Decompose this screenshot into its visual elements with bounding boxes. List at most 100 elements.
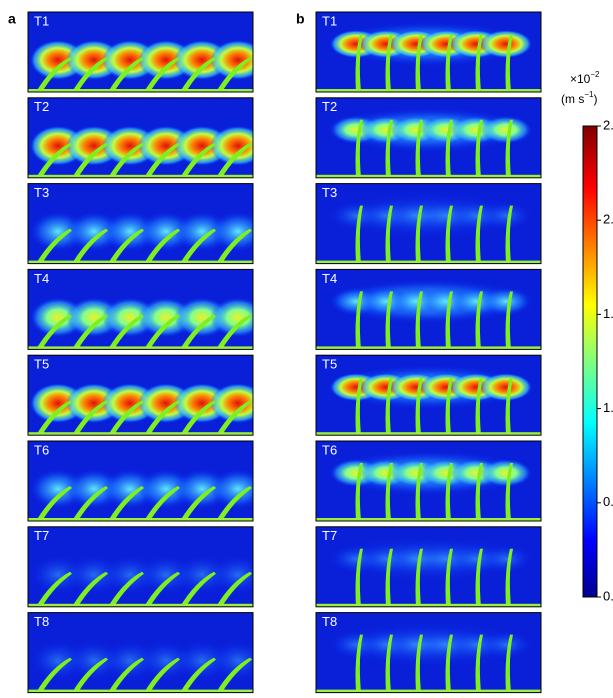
frame-label: T8 <box>34 614 49 629</box>
colorbar-scale: ×10−2 <box>570 70 600 86</box>
cilium <box>475 34 483 92</box>
cilium <box>385 291 393 350</box>
frame-border <box>27 526 254 608</box>
frame-border <box>27 354 254 436</box>
cilium <box>144 657 180 693</box>
frame-border <box>315 354 542 436</box>
flow-blob <box>480 115 532 144</box>
frame-label: T2 <box>34 99 49 114</box>
colorbar-unit: (m s−1) <box>561 90 597 106</box>
frame-border <box>27 11 254 93</box>
flow-field <box>316 355 541 436</box>
frame: T8 <box>27 612 254 694</box>
frame: T8 <box>315 612 542 694</box>
cilium <box>355 205 363 264</box>
frame-label: T5 <box>322 357 337 372</box>
cilium <box>445 463 453 521</box>
cilium <box>216 57 252 92</box>
cilium <box>180 314 216 350</box>
flow-field <box>28 183 253 264</box>
cilium <box>180 228 216 264</box>
cilium <box>216 142 252 178</box>
cilium <box>475 291 483 350</box>
frame-border <box>315 612 542 694</box>
frame-label: T3 <box>34 185 49 200</box>
frame-label: T6 <box>34 442 49 457</box>
cilium <box>36 571 72 607</box>
frame-border <box>27 612 254 694</box>
frame-border <box>27 440 254 522</box>
wall <box>28 260 253 264</box>
cilium <box>475 548 483 607</box>
cilium <box>36 314 72 350</box>
flow-blob <box>210 554 253 595</box>
flow-blob <box>210 383 253 424</box>
cilium <box>72 657 108 693</box>
wall <box>316 518 541 521</box>
cilium <box>355 34 363 92</box>
cilium <box>72 571 108 607</box>
cilium <box>505 634 513 693</box>
cilium <box>415 205 423 264</box>
flow-blob <box>480 373 532 402</box>
cilium <box>445 377 453 436</box>
panel-label: b <box>296 11 305 27</box>
cilium <box>36 486 72 521</box>
cilium <box>475 463 483 521</box>
flow-blob <box>480 30 532 58</box>
cilium <box>72 142 108 178</box>
cilium <box>445 34 453 92</box>
wall <box>28 89 253 92</box>
flow-blob <box>480 287 532 316</box>
flow-blob <box>210 469 253 509</box>
wall <box>316 260 541 264</box>
cilium <box>180 571 216 607</box>
cilium <box>415 119 423 178</box>
cilium <box>216 228 252 264</box>
frame-border <box>315 183 542 265</box>
cilium <box>36 657 72 693</box>
cilium <box>415 634 423 693</box>
wall <box>28 518 253 521</box>
frame: T6 <box>315 440 542 522</box>
cilium <box>216 571 252 607</box>
cilium <box>505 463 513 521</box>
frame-label: T8 <box>322 614 337 629</box>
frame: T1 <box>27 11 254 93</box>
cilium <box>144 228 180 264</box>
frame-label: T1 <box>322 13 337 28</box>
colorbar <box>582 125 598 598</box>
flow-field <box>28 97 253 178</box>
wall <box>316 174 541 178</box>
panel-label: a <box>8 11 16 27</box>
cilium <box>385 463 393 521</box>
frame-label: T4 <box>34 271 49 286</box>
flow-field <box>28 612 253 693</box>
colorbar-tick-label: 2.0 <box>603 212 613 227</box>
flow-blob <box>210 125 253 166</box>
cilium <box>108 314 144 350</box>
colorbar-tick-label: 0.5 <box>603 494 613 509</box>
frame: T2 <box>315 97 542 179</box>
cilium <box>355 291 363 350</box>
frame: T1 <box>315 11 542 93</box>
cilium <box>505 548 513 607</box>
cilium <box>445 205 453 264</box>
frame: T5 <box>315 354 542 436</box>
cilium <box>505 34 513 92</box>
cilium <box>385 205 393 264</box>
cilium <box>144 142 180 178</box>
cilium <box>180 657 216 693</box>
wall <box>28 174 253 178</box>
cilium <box>355 377 363 436</box>
frame-border <box>315 268 542 350</box>
frame-border <box>27 97 254 179</box>
cilium <box>505 291 513 350</box>
cilium <box>445 634 453 693</box>
cilium <box>385 548 393 607</box>
cilium <box>180 400 216 436</box>
cilium <box>505 377 513 436</box>
cilium <box>180 486 216 521</box>
cilium <box>72 228 108 264</box>
flow-blob <box>210 211 253 252</box>
